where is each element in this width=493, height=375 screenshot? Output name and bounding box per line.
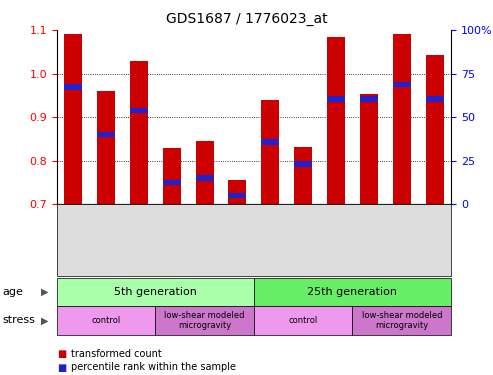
- Text: GDS1687 / 1776023_at: GDS1687 / 1776023_at: [166, 12, 327, 26]
- Bar: [228, 180, 246, 204]
- Text: low-shear modeled
microgravity: low-shear modeled microgravity: [164, 311, 245, 330]
- Text: control: control: [288, 316, 318, 325]
- Bar: [130, 108, 148, 114]
- Text: transformed count: transformed count: [71, 350, 162, 359]
- Text: 25th generation: 25th generation: [308, 286, 397, 297]
- Text: stress: stress: [2, 315, 35, 326]
- Text: ▶: ▶: [40, 286, 48, 297]
- Bar: [294, 161, 312, 166]
- Bar: [64, 84, 82, 90]
- Text: ■: ■: [57, 350, 66, 359]
- Bar: [327, 96, 345, 102]
- Bar: [360, 94, 378, 204]
- Bar: [261, 100, 280, 204]
- Bar: [130, 60, 148, 204]
- Bar: [393, 82, 411, 87]
- Bar: [196, 176, 213, 181]
- Bar: [425, 96, 444, 102]
- Text: age: age: [2, 286, 23, 297]
- Bar: [360, 96, 378, 102]
- Text: 5th generation: 5th generation: [114, 286, 197, 297]
- Text: control: control: [91, 316, 121, 325]
- Text: percentile rank within the sample: percentile rank within the sample: [71, 363, 237, 372]
- Bar: [97, 132, 115, 138]
- Bar: [64, 34, 82, 204]
- Bar: [327, 36, 345, 204]
- Bar: [228, 193, 246, 198]
- Bar: [425, 55, 444, 204]
- Text: low-shear modeled
microgravity: low-shear modeled microgravity: [361, 311, 442, 330]
- Bar: [163, 148, 181, 204]
- Bar: [97, 91, 115, 204]
- Bar: [294, 147, 312, 204]
- Bar: [163, 180, 181, 185]
- Bar: [196, 141, 213, 204]
- Bar: [393, 34, 411, 204]
- Text: ▶: ▶: [40, 315, 48, 326]
- Bar: [261, 139, 280, 145]
- Text: ■: ■: [57, 363, 66, 372]
